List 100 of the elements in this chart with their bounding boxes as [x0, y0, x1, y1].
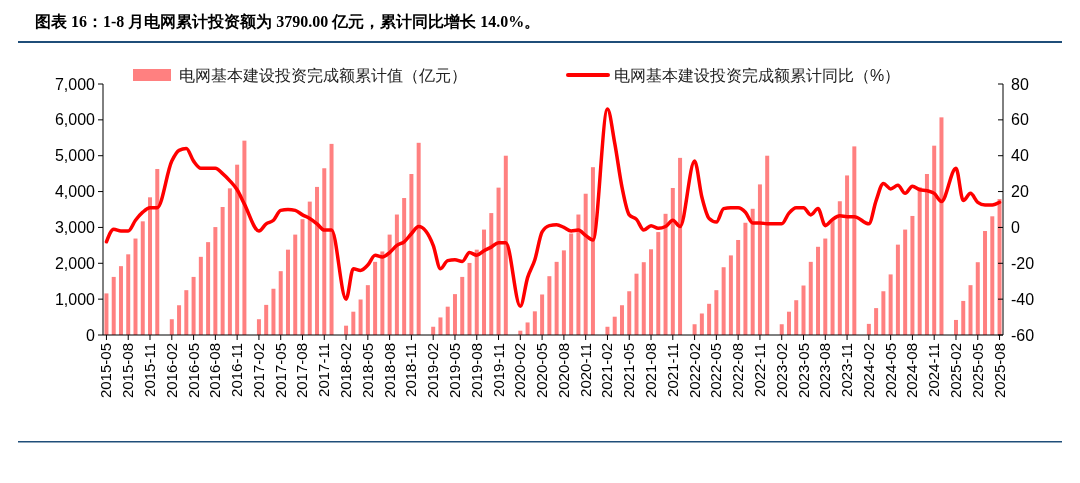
bar: [409, 174, 414, 335]
y2-tick-label: 40: [1011, 147, 1029, 165]
bar: [794, 300, 799, 335]
x-tick-label: 2021-05: [620, 343, 638, 399]
bar: [823, 238, 828, 335]
bar: [808, 261, 813, 335]
bar: [765, 155, 770, 335]
legend-label: 电网基本建设投资完成额累计同比（%）: [614, 66, 901, 84]
x-tick-label: 2016-02: [162, 343, 180, 399]
bar: [757, 184, 762, 335]
bar: [670, 187, 675, 335]
bar: [380, 251, 385, 335]
bar: [932, 145, 937, 335]
x-tick-label: 2017-11: [315, 343, 333, 397]
bar: [300, 219, 305, 335]
x-tick-label: 2019-05: [445, 343, 463, 399]
bar: [264, 304, 269, 335]
bar: [155, 168, 160, 335]
line-series: [104, 107, 1002, 309]
bar: [489, 213, 494, 335]
x-tick-label: 2021-08: [642, 343, 660, 399]
bar: [852, 146, 857, 335]
bar: [503, 155, 508, 335]
bar: [402, 198, 407, 335]
x-tick-label: 2024-05: [881, 343, 899, 399]
x-tick-label: 2017-05: [271, 343, 289, 399]
bar: [874, 308, 879, 335]
x-tick-label: 2016-08: [206, 343, 224, 399]
bar: [184, 290, 189, 335]
x-tick-label: 2024-08: [903, 343, 921, 399]
y2-tick-label: 20: [1011, 183, 1029, 201]
bar: [649, 249, 654, 335]
x-tick-label: 2015-08: [119, 343, 137, 399]
x-tick-label: 2019-08: [467, 343, 485, 399]
bar: [111, 276, 116, 335]
bar: [554, 261, 559, 335]
bar: [845, 175, 850, 335]
bar: [830, 220, 835, 335]
bar: [329, 143, 334, 335]
bar: [953, 319, 958, 335]
y2-tick-label: 60: [1011, 111, 1029, 129]
bar: [387, 234, 392, 335]
bar: [227, 188, 232, 335]
bar: [997, 199, 1002, 335]
x-tick-label: 2017-08: [293, 343, 311, 399]
x-tick-label: 2023-11: [838, 343, 856, 397]
bar: [903, 229, 908, 335]
bar: [547, 276, 552, 335]
bar: [736, 239, 741, 335]
y2-tick-label: 0: [1011, 219, 1020, 237]
x-tick-label: 2024-02: [859, 343, 877, 399]
x-tick-label: 2018-05: [358, 343, 376, 399]
bar: [460, 276, 465, 335]
bar: [837, 201, 842, 335]
x-tick-label: 2020-11: [576, 343, 594, 397]
x-tick-label: 2023-02: [772, 343, 790, 399]
bar: [968, 285, 973, 335]
bar: [242, 140, 247, 335]
bar: [910, 215, 915, 335]
bar: [627, 291, 632, 335]
y2-tick-label: -40: [1011, 290, 1035, 308]
bar: [750, 208, 755, 335]
bar: [532, 311, 537, 335]
bar: [315, 186, 320, 335]
x-tick-label: 2016-05: [184, 343, 202, 399]
x-tick-label: 2023-08: [816, 343, 834, 399]
bar: [474, 249, 479, 335]
bar: [699, 313, 704, 335]
bar: [394, 214, 399, 335]
x-tick-label: 2015-05: [97, 343, 115, 399]
x-tick-label: 2025-05: [968, 343, 986, 399]
bar: [293, 234, 298, 335]
x-tick-label: 2017-02: [249, 343, 267, 399]
bar: [256, 319, 261, 335]
y-tick-label: 0: [86, 326, 96, 344]
bar: [438, 317, 443, 335]
bar: [285, 249, 290, 335]
bar: [888, 274, 893, 335]
bar: [358, 299, 363, 335]
bar: [307, 201, 312, 335]
bar: [612, 316, 617, 335]
bar: [714, 290, 719, 335]
x-tick-label: 2024-11: [925, 343, 943, 397]
x-tick-label: 2022-05: [707, 343, 725, 399]
legend-label: 电网基本建设投资完成额累计值（亿元）: [179, 66, 467, 84]
bar: [692, 324, 697, 335]
bar: [576, 214, 581, 335]
x-tick-label: 2018-02: [337, 343, 355, 399]
y-tick-label: 7,000: [54, 75, 96, 93]
bar: [220, 206, 225, 335]
bar: [191, 276, 196, 335]
bar: [924, 174, 929, 335]
bar: [678, 157, 683, 335]
bar: [728, 255, 733, 335]
bar: [452, 294, 457, 335]
bar: [148, 197, 153, 335]
bar: [801, 285, 806, 335]
bar: [271, 288, 276, 335]
bar: [939, 117, 944, 335]
bar: [365, 285, 370, 335]
